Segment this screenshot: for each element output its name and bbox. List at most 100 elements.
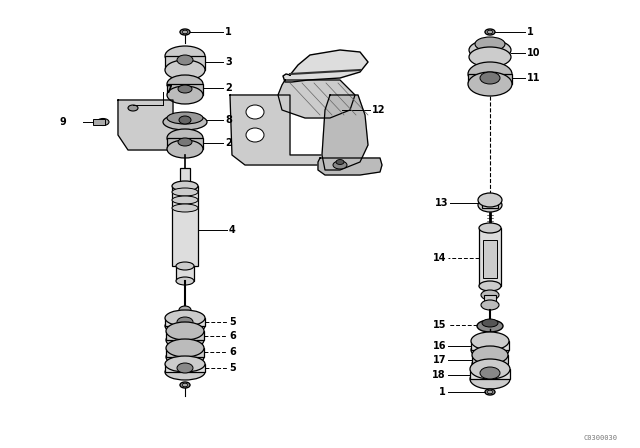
Ellipse shape xyxy=(470,359,510,379)
Ellipse shape xyxy=(179,306,191,314)
Text: 16: 16 xyxy=(433,341,446,351)
Ellipse shape xyxy=(165,60,205,80)
Polygon shape xyxy=(230,95,355,165)
Ellipse shape xyxy=(177,363,193,373)
Ellipse shape xyxy=(478,193,502,207)
Ellipse shape xyxy=(479,223,501,233)
Text: 14: 14 xyxy=(433,253,446,263)
Ellipse shape xyxy=(163,114,207,130)
Text: 11: 11 xyxy=(527,73,541,83)
Ellipse shape xyxy=(487,390,493,394)
Bar xyxy=(482,200,498,208)
Text: C0300030: C0300030 xyxy=(584,435,618,441)
Ellipse shape xyxy=(166,331,204,349)
Ellipse shape xyxy=(167,140,203,158)
Ellipse shape xyxy=(472,346,508,364)
Text: 1: 1 xyxy=(527,27,534,37)
Text: 18: 18 xyxy=(433,370,446,380)
Text: 7: 7 xyxy=(165,85,172,95)
Ellipse shape xyxy=(167,75,203,93)
Text: 3: 3 xyxy=(225,57,232,67)
Ellipse shape xyxy=(485,389,495,395)
Ellipse shape xyxy=(487,30,493,34)
Ellipse shape xyxy=(475,37,505,51)
Ellipse shape xyxy=(179,116,191,124)
Ellipse shape xyxy=(128,105,138,111)
Ellipse shape xyxy=(333,161,347,169)
Text: 12: 12 xyxy=(372,105,385,115)
Ellipse shape xyxy=(176,262,194,270)
Polygon shape xyxy=(283,50,368,82)
Text: 1: 1 xyxy=(225,27,232,37)
Text: 15: 15 xyxy=(433,320,446,330)
Ellipse shape xyxy=(172,196,198,204)
Bar xyxy=(167,138,203,149)
Ellipse shape xyxy=(471,332,509,350)
Bar xyxy=(483,240,497,278)
Bar xyxy=(166,348,204,357)
Text: 5: 5 xyxy=(229,363,236,373)
Ellipse shape xyxy=(182,383,188,387)
Ellipse shape xyxy=(471,341,509,359)
Text: 6: 6 xyxy=(229,347,236,357)
Bar xyxy=(176,266,194,281)
Ellipse shape xyxy=(166,339,204,357)
Text: 2: 2 xyxy=(225,138,232,148)
Ellipse shape xyxy=(167,112,203,124)
Ellipse shape xyxy=(469,40,511,60)
Text: 10: 10 xyxy=(527,48,541,58)
Ellipse shape xyxy=(246,128,264,142)
Polygon shape xyxy=(318,158,382,175)
Ellipse shape xyxy=(482,319,498,327)
Ellipse shape xyxy=(177,317,193,327)
Ellipse shape xyxy=(167,86,203,104)
Ellipse shape xyxy=(472,355,508,373)
Ellipse shape xyxy=(180,29,190,35)
Bar xyxy=(166,331,204,340)
Ellipse shape xyxy=(470,369,510,389)
Text: 4: 4 xyxy=(229,225,236,235)
Ellipse shape xyxy=(166,348,204,366)
Ellipse shape xyxy=(468,72,512,96)
Bar xyxy=(180,168,190,186)
Ellipse shape xyxy=(176,277,194,285)
Text: 6: 6 xyxy=(229,331,236,341)
Ellipse shape xyxy=(165,310,205,326)
Ellipse shape xyxy=(178,138,192,146)
Text: 9: 9 xyxy=(60,117,67,127)
Ellipse shape xyxy=(172,204,198,212)
Bar xyxy=(468,74,512,84)
Ellipse shape xyxy=(479,281,501,291)
Text: 17: 17 xyxy=(433,355,446,365)
Ellipse shape xyxy=(481,290,499,300)
Ellipse shape xyxy=(165,356,205,372)
Polygon shape xyxy=(278,80,355,118)
Bar xyxy=(472,355,508,364)
Bar xyxy=(165,318,205,326)
Text: 2: 2 xyxy=(225,83,232,93)
Ellipse shape xyxy=(165,46,205,66)
Ellipse shape xyxy=(172,181,198,191)
Bar xyxy=(484,295,496,305)
Ellipse shape xyxy=(478,198,502,212)
Bar xyxy=(165,56,205,70)
Bar xyxy=(471,341,509,350)
Ellipse shape xyxy=(172,188,198,196)
Ellipse shape xyxy=(166,322,204,340)
Text: 1: 1 xyxy=(439,387,446,397)
Bar xyxy=(165,364,205,372)
Text: 13: 13 xyxy=(435,198,448,208)
Bar xyxy=(470,369,510,379)
Ellipse shape xyxy=(165,318,205,334)
Ellipse shape xyxy=(469,47,511,67)
Ellipse shape xyxy=(483,333,497,341)
Polygon shape xyxy=(322,95,368,170)
Ellipse shape xyxy=(336,159,344,164)
Bar xyxy=(479,228,501,286)
Ellipse shape xyxy=(182,30,188,34)
Ellipse shape xyxy=(468,62,512,86)
Bar xyxy=(93,119,105,125)
Bar xyxy=(167,84,203,95)
Ellipse shape xyxy=(246,105,264,119)
Polygon shape xyxy=(118,100,188,150)
